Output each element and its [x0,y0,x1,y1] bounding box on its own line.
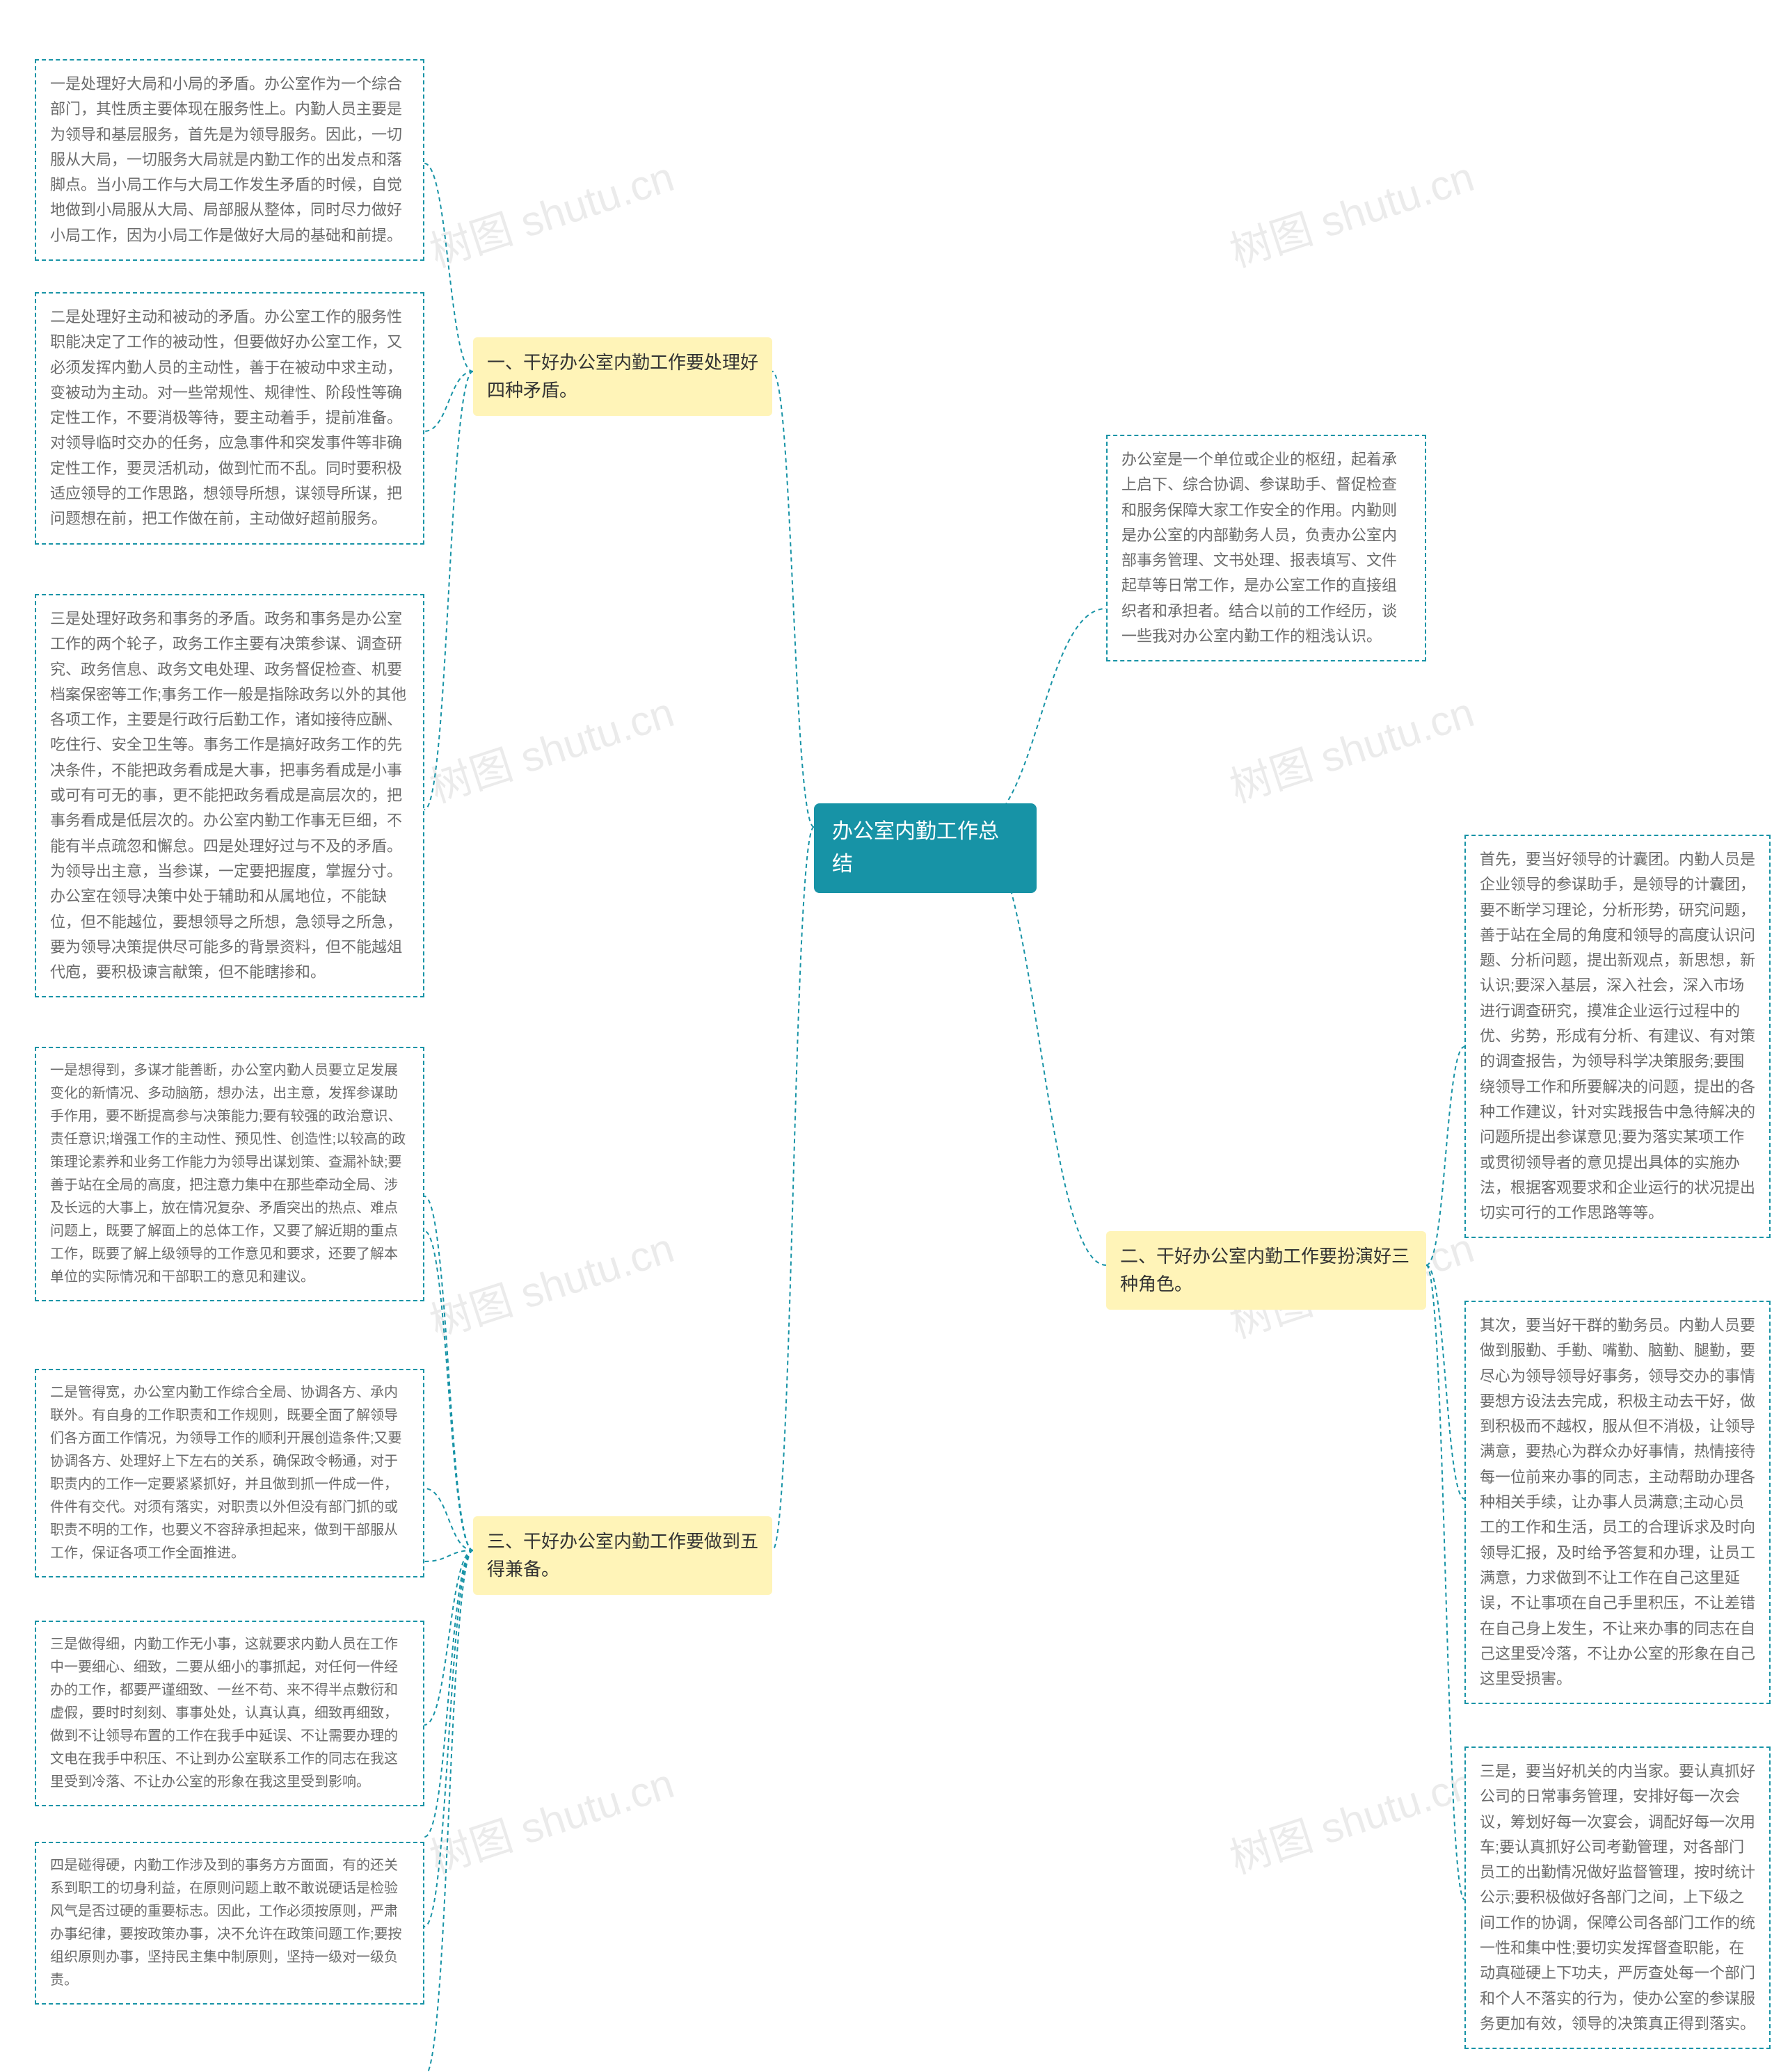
branch-3-leaf-4: 四是碰得硬，内勤工作涉及到的事务方方面面，有的还关系到职工的切身利益，在原则问题… [35,1842,424,2005]
mindmap-canvas: 树图 shutu.cn 树图 shutu.cn 树图 shutu.cn 树图 s… [0,0,1781,2072]
branch-2-leaf-2: 其次，要当好干群的勤务员。内勤人员要做到服勤、手勤、嘴勤、脑勤、腿勤，要尽心为领… [1464,1301,1771,1704]
watermark: 树图 shutu.cn [1221,679,1480,814]
branch-2-leaf-1: 首先，要当好领导的计囊团。内勤人员是企业领导的参谋助手，是领导的计囊团，要不断学… [1464,835,1771,1238]
branch-1-leaf-1: 一是处理好大局和小局的矛盾。办公室作为一个综合部门，其性质主要体现在服务性上。内… [35,59,424,261]
watermark: 树图 shutu.cn [421,679,680,814]
branch-1: 一、干好办公室内勤工作要处理好四种矛盾。 [473,337,772,416]
watermark: 树图 shutu.cn [421,1214,680,1350]
branch-3-leaf-1: 一是想得到，多谋才能善断，办公室内勤人员要立足发展变化的新情况、多动脑筋，想办法… [35,1047,424,1301]
branch-3: 三、干好办公室内勤工作要做到五得兼备。 [473,1516,772,1595]
watermark: 树图 shutu.cn [1221,1750,1480,1886]
watermark: 树图 shutu.cn [421,1750,680,1886]
root-node: 办公室内勤工作总结 [814,803,1037,893]
branch-1-leaf-3: 三是处理好政务和事务的矛盾。政务和事务是办公室工作的两个轮子，政务工作主要有决策… [35,594,424,997]
intro-leaf: 办公室是一个单位或企业的枢纽，起着承上启下、综合协调、参谋助手、督促检查和服务保… [1106,435,1426,661]
branch-2: 二、干好办公室内勤工作要扮演好三种角色。 [1106,1231,1426,1310]
branch-3-leaf-3: 三是做得细，内勤工作无小事，这就要求内勤人员在工作中一要细心、细致，二要从细小的… [35,1621,424,1806]
branch-3-leaf-2: 二是管得宽，办公室内勤工作综合全局、协调各方、承内联外。有自身的工作职责和工作规… [35,1369,424,1577]
watermark: 树图 shutu.cn [421,143,680,279]
watermark: 树图 shutu.cn [1221,143,1480,279]
branch-2-leaf-3: 三是，要当好机关的内当家。要认真抓好公司的日常事务管理，安排好每一次会议，筹划好… [1464,1746,1771,2049]
branch-1-leaf-2: 二是处理好主动和被动的矛盾。办公室工作的服务性职能决定了工作的被动性，但要做好办… [35,292,424,545]
